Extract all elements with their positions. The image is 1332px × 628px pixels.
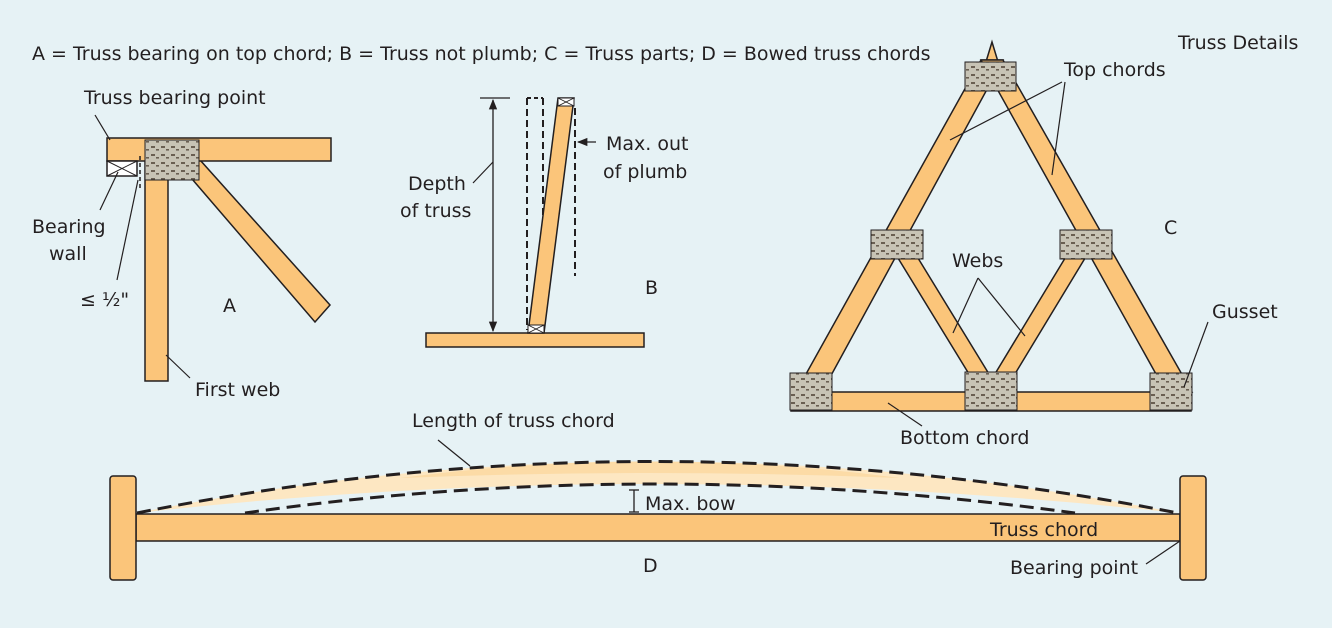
out-of-plumb-member <box>527 97 575 334</box>
diagonal-web <box>178 159 332 324</box>
bearing-post-left <box>109 475 137 581</box>
bearing-post-right <box>1179 475 1207 581</box>
figure-caption: A = Truss bearing on top chord; B = Trus… <box>32 43 931 65</box>
panel-d: Length of truss chord Max. bow Truss cho… <box>109 410 1207 581</box>
bearing-point-label-a: Truss bearing point <box>83 87 266 109</box>
depth-label-line1: Depth <box>408 173 466 195</box>
top-chord-right <box>979 59 1194 393</box>
panel-b-letter: B <box>645 277 658 299</box>
max-bow-marker <box>629 489 639 513</box>
bow-outline-lower <box>244 482 1076 515</box>
top-chord-left <box>794 59 1005 393</box>
figure-title: Truss Details <box>1177 32 1298 54</box>
gusset-left-mid <box>870 229 924 260</box>
plumb-label-line2: of plumb <box>603 161 687 183</box>
panel-c: Top chords Webs C Gusset Bottom chord <box>789 39 1278 449</box>
panel-a-letter: A <box>223 295 236 317</box>
bearing-wall-label-line1: Bearing <box>32 216 106 238</box>
depth-label-line2: of truss <box>400 200 471 222</box>
truss-chord-label: Truss chord <box>989 519 1098 541</box>
bearing-wall <box>106 160 138 177</box>
webs-label: Webs <box>952 250 1003 272</box>
truss-chord-d <box>135 513 1181 542</box>
first-web <box>144 161 169 382</box>
gusset-center <box>964 371 1018 411</box>
bottom-chord-label: Bottom chord <box>900 427 1029 449</box>
gusset-right-mid <box>1059 229 1113 260</box>
plumb-label-line1: Max. out <box>606 133 688 155</box>
bow-outline-upper <box>136 460 1179 515</box>
max-bow-label: Max. bow <box>645 493 736 515</box>
length-of-chord-label: Length of truss chord <box>412 410 615 432</box>
panel-b: Depth of truss Max. out of plumb B <box>400 97 688 348</box>
top-chords-label: Top chords <box>1063 59 1166 81</box>
gusset-right-heel <box>1149 372 1193 411</box>
gusset-label: Gusset <box>1212 301 1278 323</box>
panel-c-letter: C <box>1164 217 1177 239</box>
gusset-plate-a <box>144 139 200 181</box>
bearing-point-label-d: Bearing point <box>1010 557 1138 579</box>
gusset-apex <box>964 61 1017 92</box>
first-web-label: First web <box>195 379 280 401</box>
bearing-wall-label-line2: wall <box>49 243 87 265</box>
gusset-left-heel <box>789 372 833 411</box>
panel-d-letter: D <box>643 555 658 577</box>
panel-a: Truss bearing point Bearing wall ≤ ½" A … <box>32 87 332 401</box>
bottom-chord-b <box>425 332 645 348</box>
tolerance-label: ≤ ½" <box>80 289 129 311</box>
